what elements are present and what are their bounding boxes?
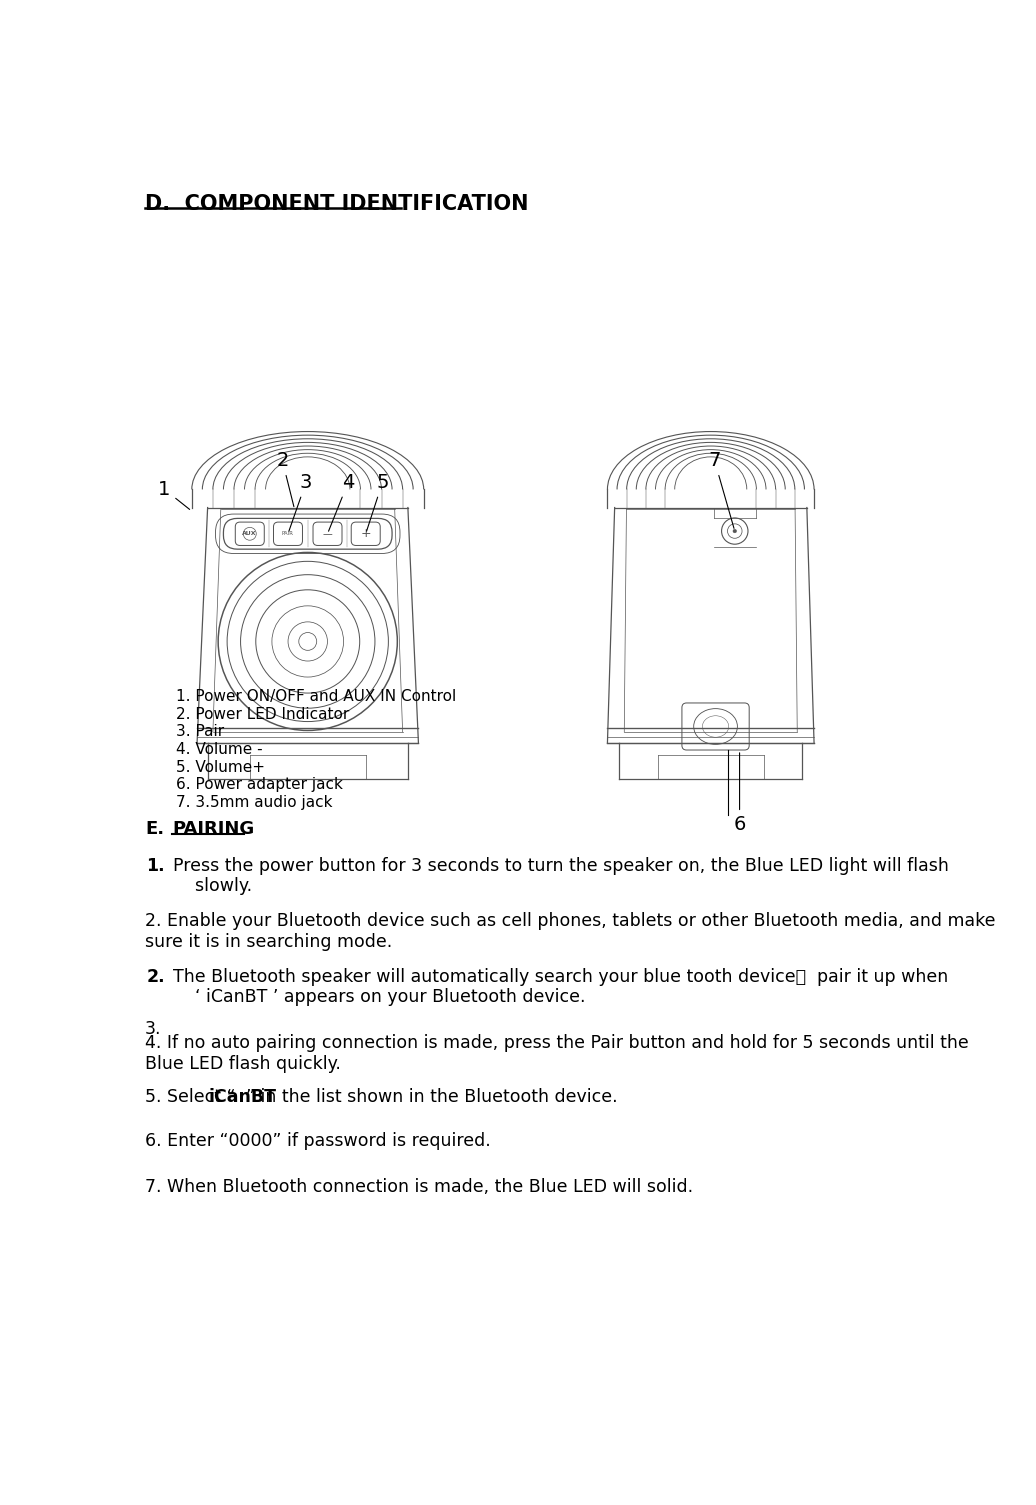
- Text: 1: 1: [159, 480, 190, 509]
- Text: 3. Pair: 3. Pair: [176, 724, 224, 739]
- Text: 3.: 3.: [145, 1020, 162, 1038]
- Text: AUX: AUX: [242, 531, 257, 536]
- Text: 5: 5: [367, 473, 388, 531]
- Text: 2. Enable your Bluetooth device such as cell phones, tablets or other Bluetooth : 2. Enable your Bluetooth device such as …: [145, 912, 996, 951]
- Text: 2: 2: [277, 452, 294, 507]
- Text: 4. Volume -: 4. Volume -: [176, 742, 262, 757]
- Text: 2.: 2.: [146, 968, 165, 986]
- Text: 7. When Bluetooth connection is made, the Blue LED will solid.: 7. When Bluetooth connection is made, th…: [145, 1178, 693, 1196]
- Text: The Bluetooth speaker will automatically search your blue tooth device，  pair it: The Bluetooth speaker will automatically…: [173, 968, 948, 1007]
- Text: Press the power button for 3 seconds to turn the speaker on, the Blue LED light : Press the power button for 3 seconds to …: [173, 856, 949, 895]
- Text: 3: 3: [289, 473, 312, 531]
- Text: PAIRING: PAIRING: [172, 820, 255, 838]
- Text: 4: 4: [328, 473, 354, 531]
- Text: 6. Power adapter jack: 6. Power adapter jack: [176, 778, 343, 792]
- Text: 7. 3.5mm audio jack: 7. 3.5mm audio jack: [176, 795, 333, 810]
- Text: 2. Power LED Indicator: 2. Power LED Indicator: [176, 706, 349, 721]
- Text: E.: E.: [145, 820, 164, 838]
- Text: 5. Select “: 5. Select “: [145, 1088, 235, 1106]
- Text: 7: 7: [709, 452, 735, 528]
- Text: ” in the list shown in the Bluetooth device.: ” in the list shown in the Bluetooth dev…: [246, 1088, 617, 1106]
- Text: 6. Enter “0000” if password is required.: 6. Enter “0000” if password is required.: [145, 1132, 491, 1150]
- Text: 4. If no auto pairing connection is made, press the Pair button and hold for 5 s: 4. If no auto pairing connection is made…: [145, 1034, 969, 1073]
- Text: iCanBT: iCanBT: [208, 1088, 277, 1106]
- Text: +: +: [361, 527, 371, 540]
- Text: 1. Power ON/OFF and AUX IN Control: 1. Power ON/OFF and AUX IN Control: [176, 689, 456, 704]
- Text: 1.: 1.: [146, 856, 165, 874]
- Text: —: —: [322, 528, 333, 539]
- Text: 6: 6: [733, 752, 746, 834]
- Text: PAIR: PAIR: [282, 531, 294, 536]
- Text: 5. Volume+: 5. Volume+: [176, 760, 265, 775]
- Circle shape: [732, 530, 737, 533]
- Text: D.  COMPONENT IDENTIFICATION: D. COMPONENT IDENTIFICATION: [145, 194, 528, 214]
